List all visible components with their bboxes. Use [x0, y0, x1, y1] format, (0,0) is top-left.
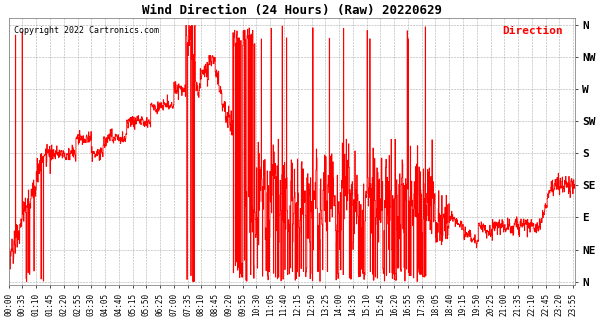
Title: Wind Direction (24 Hours) (Raw) 20220629: Wind Direction (24 Hours) (Raw) 20220629 [142, 4, 442, 17]
Text: Copyright 2022 Cartronics.com: Copyright 2022 Cartronics.com [14, 26, 160, 35]
Text: Direction: Direction [503, 26, 563, 36]
